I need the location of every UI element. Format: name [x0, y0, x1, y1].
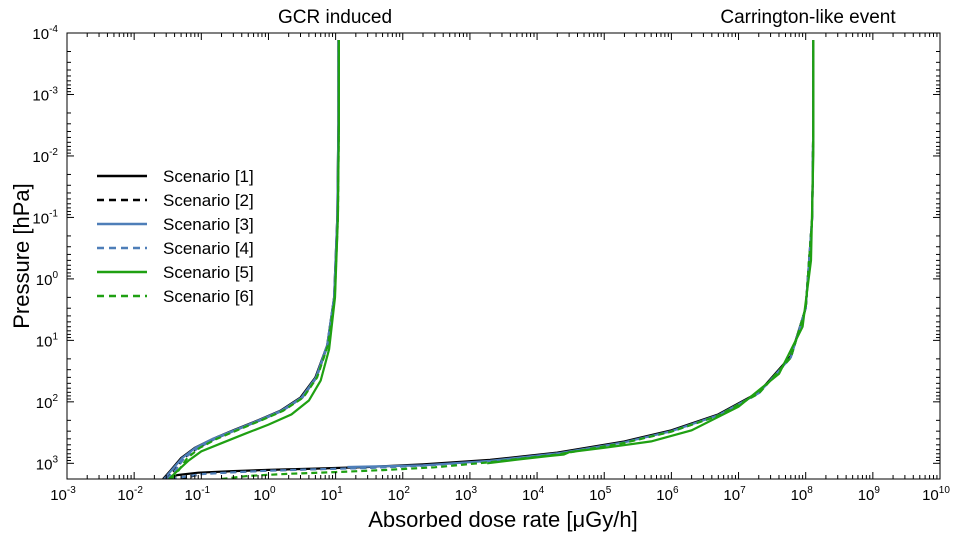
annotation-gcr-induced: GCR induced [278, 7, 392, 28]
plot-frame [66, 32, 941, 480]
legend-label-5: Scenario [5] [163, 263, 254, 282]
ticks-layer: 10-3 10-2 10-1 100 101 102 103 104 105 106 107 108 1… [32, 24, 950, 504]
annotation-carrington-like-event: Carrington-like event [720, 7, 896, 28]
x-tick-label: 104 [522, 485, 545, 504]
x-tick-label: 102 [388, 485, 411, 504]
y-tick-label: 10-2 [32, 147, 58, 166]
series-4-curve-2 [170, 40, 815, 479]
x-tick-label: 109 [858, 485, 881, 504]
legend-label-3: Scenario [3] [163, 215, 254, 234]
series-5-curve-1 [168, 40, 340, 479]
x-tick-label: 100 [253, 485, 276, 504]
series-5-curve-2 [486, 40, 815, 465]
legend: Scenario [1] Scenario [2] Scenario [3] Scen… [97, 167, 254, 306]
legend-item-1: Scenario [1] [97, 167, 254, 186]
x-tick-label: 106 [656, 485, 679, 504]
x-tick-label: 10-1 [185, 485, 211, 504]
series-6-curve-1 [170, 40, 340, 479]
series-3-curve-1 [163, 40, 340, 479]
x-tick-label: 101 [320, 485, 343, 504]
y-tick-label: 101 [36, 331, 59, 350]
x-tick-label: 103 [455, 485, 478, 504]
legend-item-6: Scenario [6] [97, 287, 254, 306]
y-tick-label: 10-4 [32, 24, 58, 43]
legend-item-2: Scenario [2] [97, 191, 254, 210]
series-2-curve-1 [165, 40, 340, 479]
legend-item-4: Scenario [4] [97, 239, 254, 258]
x-tick-label: 10-2 [117, 485, 143, 504]
legend-item-5: Scenario [5] [97, 263, 254, 282]
x-tick-label: 107 [723, 485, 746, 504]
y-tick-label: 10-3 [32, 85, 58, 104]
y-tick-label: 100 [36, 270, 59, 289]
x-axis-label: Absorbed dose rate [μGy/h] [368, 507, 638, 532]
series-layer [162, 40, 815, 479]
x-tick-label: 1010 [922, 485, 950, 504]
y-tick-label: 103 [36, 454, 59, 473]
series-1-curve-2 [162, 40, 815, 479]
x-tick-label: 10-3 [50, 485, 76, 504]
legend-label-1: Scenario [1] [163, 167, 254, 186]
x-tick-label: 105 [589, 485, 612, 504]
series-4-curve-1 [166, 40, 340, 479]
legend-label-4: Scenario [4] [163, 239, 254, 258]
series-1-curve-1 [162, 40, 340, 479]
y-axis-label: Pressure [hPa] [9, 183, 34, 329]
legend-label-2: Scenario [2] [163, 191, 254, 210]
y-tick-label: 102 [36, 393, 59, 412]
x-tick-label: 108 [791, 485, 814, 504]
legend-label-6: Scenario [6] [163, 287, 254, 306]
y-tick-label: 10-1 [32, 208, 58, 227]
series-6-curve-2 [221, 40, 815, 479]
legend-item-3: Scenario [3] [97, 215, 254, 234]
